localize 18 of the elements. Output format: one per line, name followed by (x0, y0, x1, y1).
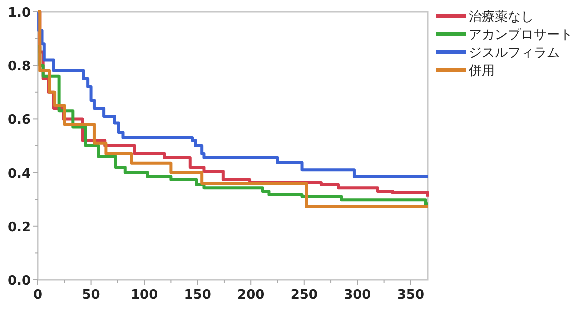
y-tick-label: 0.4 (8, 166, 31, 182)
y-tick-label: 0.2 (8, 220, 31, 236)
x-tick-label: 150 (184, 288, 212, 303)
x-tick-label: 0 (33, 288, 43, 303)
legend-label: アカンプロサート (469, 28, 573, 43)
y-tick-label: 1.0 (8, 6, 31, 21)
y-tick-label: 0.8 (8, 60, 31, 75)
legend-label: 治療薬なし (469, 10, 534, 25)
y-tick-label: 0.6 (8, 113, 31, 128)
x-tick-label: 300 (344, 288, 372, 303)
x-tick-label: 200 (238, 288, 265, 303)
y-tick-label: 0.0 (8, 274, 31, 289)
x-tick-label: 350 (397, 288, 425, 303)
x-tick-label: 100 (130, 288, 158, 303)
legend-label: 併用 (468, 64, 495, 79)
legend-label: ジスルフィラム (469, 46, 560, 61)
x-tick-label: 50 (82, 288, 100, 303)
x-tick-label: 250 (290, 288, 318, 303)
